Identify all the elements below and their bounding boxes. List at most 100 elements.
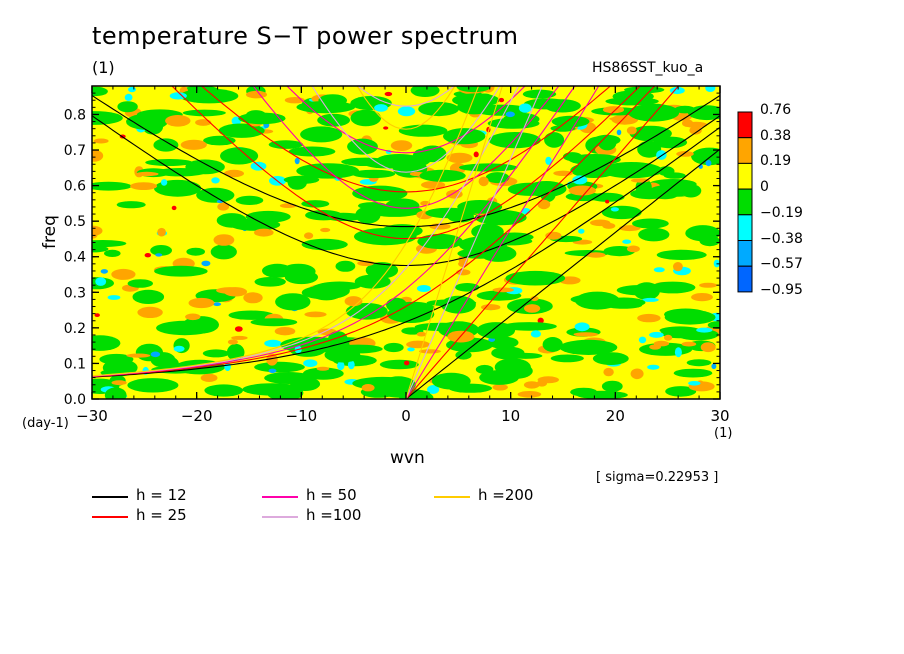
dispersion-curve bbox=[171, 86, 641, 240]
colorbar-swatch bbox=[737, 162, 753, 190]
heat-blob bbox=[231, 335, 248, 340]
heat-blob bbox=[545, 156, 552, 165]
dispersion-curve bbox=[405, 148, 720, 399]
heat-blob bbox=[479, 370, 519, 385]
heat-blob bbox=[227, 339, 238, 345]
heat-blob bbox=[274, 327, 296, 336]
heat-blob bbox=[213, 234, 235, 246]
heat-blob bbox=[385, 198, 420, 213]
legend-swatch bbox=[434, 496, 470, 498]
y-tick-label: 0.0 bbox=[64, 392, 86, 408]
heat-blob bbox=[165, 115, 191, 127]
y-tick-label: 0.8 bbox=[64, 107, 86, 123]
heat-blob bbox=[637, 313, 661, 323]
heat-blob bbox=[455, 283, 480, 292]
chart-title: temperature S−T power spectrum bbox=[92, 22, 519, 50]
heat-blob bbox=[648, 185, 683, 198]
heat-blob bbox=[559, 339, 618, 355]
heat-blob bbox=[686, 359, 712, 367]
dispersion-curve bbox=[92, 86, 656, 378]
heat-blob bbox=[616, 129, 622, 136]
heat-blob bbox=[349, 158, 378, 167]
colorbar-level-label: 0.76 bbox=[760, 102, 792, 118]
heat-blob bbox=[111, 380, 127, 386]
heat-blob bbox=[128, 86, 136, 93]
heat-blob bbox=[104, 387, 127, 399]
heat-blob bbox=[635, 178, 652, 196]
heat-blob bbox=[254, 277, 286, 287]
heat-blob bbox=[551, 115, 590, 128]
heat-blob bbox=[663, 172, 686, 179]
heat-blob bbox=[211, 177, 220, 184]
heat-blob bbox=[145, 159, 193, 166]
heat-blob bbox=[626, 126, 637, 135]
y-tick-label: 0.3 bbox=[64, 285, 86, 301]
heat-blob bbox=[92, 245, 109, 253]
heat-blob bbox=[287, 176, 307, 190]
heat-blob bbox=[229, 218, 281, 231]
heat-blob bbox=[137, 306, 163, 318]
colorbar-level-label: 0 bbox=[760, 179, 769, 196]
heat-blob bbox=[200, 373, 218, 382]
legend-swatch bbox=[92, 516, 128, 518]
dispersion-curve bbox=[92, 126, 720, 378]
heat-blob bbox=[649, 331, 664, 338]
heat-blob bbox=[456, 86, 491, 93]
colorbar-level-label: −0.57 bbox=[760, 256, 803, 273]
legend-label: h = 50 bbox=[306, 486, 357, 504]
dispersion-curve bbox=[92, 86, 576, 377]
heat-blob bbox=[107, 295, 121, 300]
heat-blob bbox=[93, 138, 109, 144]
heat-blob bbox=[522, 89, 557, 99]
heat-blob bbox=[182, 316, 219, 334]
heat-blob bbox=[605, 199, 610, 204]
heat-blob bbox=[281, 263, 316, 280]
heat-blob bbox=[699, 282, 718, 288]
heat-blob bbox=[279, 203, 297, 208]
heat-blob bbox=[598, 135, 617, 151]
heat-blob bbox=[622, 239, 632, 244]
chart-unit-label: (1) bbox=[92, 58, 115, 77]
heat-blob bbox=[711, 363, 717, 370]
heat-blob bbox=[700, 342, 716, 353]
heat-blob bbox=[642, 297, 659, 302]
heat-blob bbox=[691, 293, 713, 302]
dispersion-curve bbox=[405, 86, 503, 399]
heat-blob bbox=[92, 335, 121, 351]
heat-blob bbox=[350, 109, 382, 127]
heat-blob bbox=[216, 287, 245, 294]
dispersion-curves bbox=[92, 86, 720, 399]
legend-swatch bbox=[262, 516, 298, 518]
y-tick-label: 0.1 bbox=[64, 356, 86, 372]
heat-blob bbox=[544, 99, 581, 113]
heat-blob bbox=[224, 169, 244, 178]
heat-blob bbox=[92, 86, 108, 97]
heat-blob bbox=[317, 281, 362, 291]
heat-blob bbox=[589, 192, 625, 202]
heat-blob bbox=[246, 90, 267, 99]
heat-blob bbox=[592, 352, 629, 365]
x-tick-label: −20 bbox=[181, 407, 213, 425]
heat-blob bbox=[171, 205, 177, 211]
heat-blob bbox=[572, 175, 588, 185]
legend-label: h =100 bbox=[306, 506, 362, 524]
heat-blob bbox=[94, 313, 100, 317]
heat-blob bbox=[523, 381, 540, 389]
dispersion-curve bbox=[311, 86, 501, 173]
heat-blob bbox=[188, 297, 215, 309]
heat-blob bbox=[476, 322, 516, 339]
heat-blob bbox=[294, 157, 300, 165]
heat-blob bbox=[696, 327, 713, 333]
heat-blob bbox=[458, 236, 508, 254]
heat-blob bbox=[619, 94, 649, 104]
heat-blob bbox=[682, 119, 694, 127]
heat-blob bbox=[226, 343, 245, 361]
heat-blob bbox=[616, 285, 661, 296]
heat-blob bbox=[602, 222, 616, 229]
heat-blob bbox=[374, 104, 388, 112]
heat-blob bbox=[154, 265, 208, 277]
y-axis-unit: (day-1) bbox=[22, 416, 69, 431]
heat-blob bbox=[574, 322, 590, 332]
heat-blob bbox=[204, 384, 243, 397]
heat-blob bbox=[111, 268, 136, 280]
